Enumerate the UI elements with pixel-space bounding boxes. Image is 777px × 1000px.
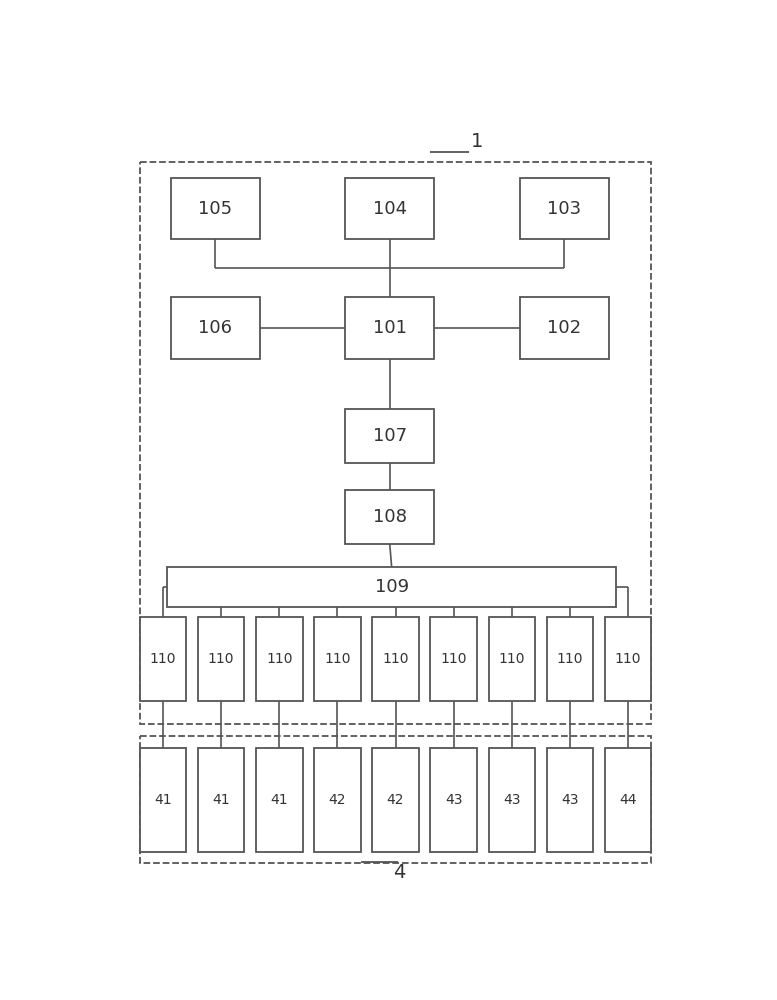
- Bar: [345, 178, 434, 239]
- Bar: [140, 736, 651, 863]
- Text: 41: 41: [270, 793, 288, 807]
- Bar: [520, 178, 608, 239]
- Text: 106: 106: [198, 319, 232, 337]
- Bar: [547, 617, 593, 701]
- Text: 110: 110: [150, 652, 176, 666]
- Text: 42: 42: [329, 793, 346, 807]
- Text: 110: 110: [324, 652, 350, 666]
- Text: 108: 108: [373, 508, 406, 526]
- Text: 105: 105: [198, 200, 232, 218]
- Bar: [140, 748, 186, 852]
- Bar: [520, 297, 608, 359]
- Bar: [345, 490, 434, 544]
- Bar: [345, 409, 434, 463]
- Bar: [489, 748, 535, 852]
- Text: 101: 101: [373, 319, 406, 337]
- Bar: [256, 748, 302, 852]
- Bar: [372, 748, 419, 852]
- Text: 110: 110: [499, 652, 525, 666]
- Text: 44: 44: [619, 793, 636, 807]
- Text: 109: 109: [375, 578, 409, 596]
- Bar: [198, 748, 245, 852]
- Bar: [605, 748, 651, 852]
- Text: 110: 110: [556, 652, 583, 666]
- Bar: [605, 617, 651, 701]
- Bar: [314, 748, 361, 852]
- Text: 41: 41: [212, 793, 230, 807]
- Text: 110: 110: [441, 652, 467, 666]
- Bar: [198, 617, 245, 701]
- Bar: [372, 617, 419, 701]
- Text: 110: 110: [208, 652, 235, 666]
- Text: 110: 110: [266, 652, 292, 666]
- Text: 107: 107: [373, 427, 406, 445]
- Text: 102: 102: [547, 319, 581, 337]
- Text: 110: 110: [382, 652, 409, 666]
- Text: 110: 110: [615, 652, 641, 666]
- Bar: [140, 162, 651, 724]
- Text: 43: 43: [445, 793, 462, 807]
- Bar: [430, 748, 477, 852]
- Text: 4: 4: [393, 863, 406, 882]
- Bar: [345, 297, 434, 359]
- Text: 41: 41: [154, 793, 172, 807]
- Bar: [430, 617, 477, 701]
- Bar: [167, 567, 616, 607]
- Text: 1: 1: [471, 132, 483, 151]
- Text: 43: 43: [561, 793, 579, 807]
- Text: 42: 42: [387, 793, 404, 807]
- Bar: [140, 617, 186, 701]
- Text: 43: 43: [503, 793, 521, 807]
- Bar: [171, 178, 260, 239]
- Bar: [314, 617, 361, 701]
- Bar: [171, 297, 260, 359]
- Text: 103: 103: [547, 200, 581, 218]
- Text: 104: 104: [373, 200, 406, 218]
- Bar: [489, 617, 535, 701]
- Bar: [256, 617, 302, 701]
- Bar: [547, 748, 593, 852]
